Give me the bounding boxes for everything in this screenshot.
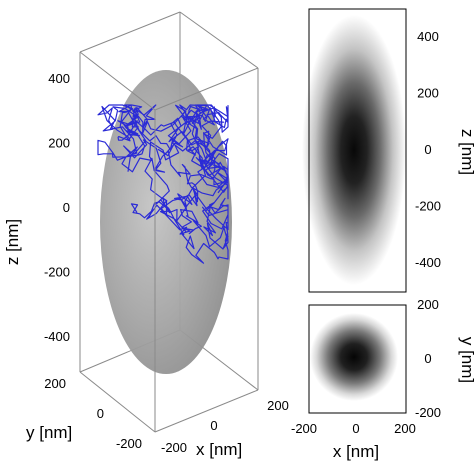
box-front-edges [79,51,259,433]
xy-x-axis-label: x [nm] [333,442,379,461]
xz-z-axis-label: z [nm] [458,129,474,175]
z-tick-label: -200 [44,265,70,280]
xy-x-tick-label: 200 [394,421,416,436]
xy-y-tick-label: 200 [417,297,439,312]
x-tick-label: 200 [267,398,289,413]
ellipsoid [100,70,232,374]
trajectory-line [97,104,229,264]
y-axis-label: y [nm] [26,423,72,442]
xz-z-axis-ticks: 400 200 0 -200 -400 [415,29,441,270]
y-tick-label: 0 [97,406,104,421]
xz-heatmap [302,15,406,285]
panel-3d: -400 -200 0 200 400 z [nm] 200 0 -200 y [nm]… [3,11,289,459]
z-tick-label: -400 [44,329,70,344]
panel-xy: 200 0 -200 y [nm] -200 0 200 x [nm] [291,297,474,461]
z-tick-label: 0 [63,200,70,215]
xy-y-axis-ticks: 200 0 -200 [415,297,441,420]
y-tick-label: -200 [116,436,142,451]
xz-z-tick-label: 400 [417,29,439,44]
y-tick-label: 200 [44,376,66,391]
xz-frame [308,8,407,293]
xz-z-tick-label: -400 [415,255,441,270]
z-tick-label: 400 [48,71,70,86]
xy-y-tick-label: -200 [415,405,441,420]
x-axis-label: x [nm] [196,440,242,459]
xz-z-tick-label: 200 [417,85,439,100]
panel-xz: 400 200 0 -200 -400 z [nm] [302,8,474,293]
xy-x-axis-ticks: -200 0 200 [291,421,416,436]
x-tick-label: 0 [210,418,217,433]
x-tick-label: -200 [161,440,187,455]
z-axis-label: z [nm] [3,219,22,265]
z-tick-label: 200 [48,136,70,151]
xy-y-axis-label: y [nm] [458,337,474,383]
xy-y-tick-label: 0 [424,351,431,366]
z-axis-ticks: -400 -200 0 200 400 [44,71,70,344]
y-axis-ticks: 200 0 -200 [44,376,142,451]
xy-frame [308,304,407,414]
xy-x-tick-label: 0 [352,421,359,436]
x-axis-ticks: -200 0 200 [161,398,289,455]
xz-z-tick-label: -200 [415,199,441,214]
xz-z-tick-label: 0 [424,142,431,157]
xy-x-tick-label: -200 [291,421,317,436]
xy-heatmap [310,313,398,401]
